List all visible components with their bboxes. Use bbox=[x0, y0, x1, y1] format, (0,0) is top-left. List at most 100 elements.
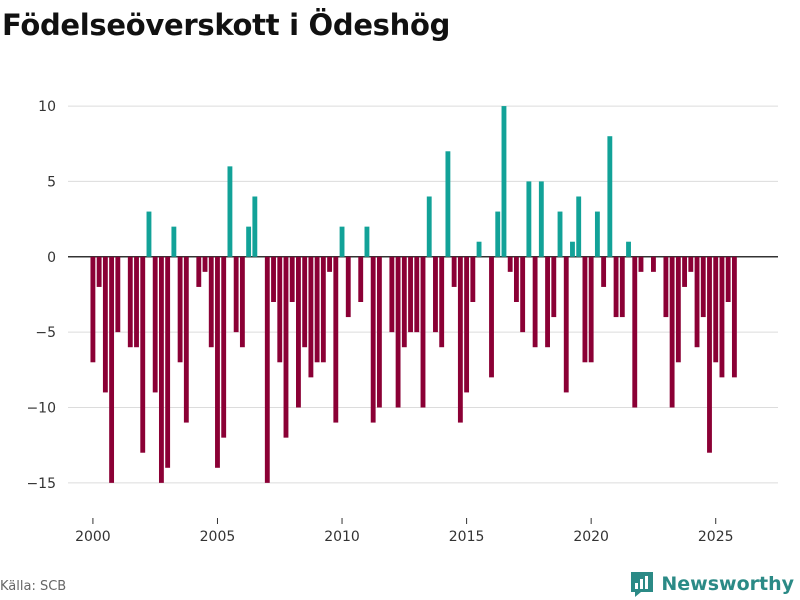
y-tick-label: −15 bbox=[26, 476, 56, 492]
bar bbox=[414, 256, 420, 333]
bar bbox=[202, 256, 208, 272]
bar bbox=[451, 256, 457, 287]
bar bbox=[688, 256, 694, 272]
bar bbox=[196, 256, 202, 287]
bar bbox=[96, 256, 102, 287]
brand-name: Newsworthy bbox=[661, 573, 794, 595]
bar bbox=[439, 256, 445, 348]
bar bbox=[308, 256, 314, 378]
bar bbox=[682, 256, 688, 287]
bar bbox=[134, 256, 139, 348]
bar bbox=[700, 256, 706, 318]
bar bbox=[140, 256, 146, 453]
bar bbox=[563, 256, 569, 393]
bar bbox=[576, 196, 582, 257]
bar bbox=[638, 256, 644, 272]
y-axis-labels: 10 5 0 −5 −10 −15 bbox=[26, 99, 56, 492]
bar bbox=[651, 256, 656, 272]
bar bbox=[208, 256, 214, 348]
bar bbox=[588, 256, 594, 363]
bar bbox=[109, 256, 115, 483]
bar bbox=[277, 256, 283, 363]
source-note: Källa: SCB bbox=[0, 579, 67, 594]
bar bbox=[239, 256, 245, 348]
bar bbox=[90, 256, 96, 363]
bar bbox=[489, 256, 494, 378]
bar bbox=[408, 256, 413, 333]
bar bbox=[594, 211, 600, 257]
x-tick-label: 2010 bbox=[324, 529, 360, 545]
bar bbox=[501, 106, 507, 257]
bar bbox=[545, 256, 550, 348]
bar bbox=[551, 256, 557, 318]
bar bbox=[476, 241, 482, 257]
bar bbox=[165, 256, 171, 468]
y-tick-label: −5 bbox=[35, 325, 56, 341]
newsworthy-logo-icon bbox=[631, 572, 654, 597]
bar bbox=[707, 256, 712, 453]
y-tick-label: −10 bbox=[26, 401, 56, 417]
bar bbox=[626, 241, 631, 257]
y-tick-label: 0 bbox=[47, 250, 56, 266]
bar bbox=[426, 196, 432, 257]
bar bbox=[725, 256, 731, 302]
bars bbox=[90, 106, 737, 483]
x-tick-label: 2025 bbox=[698, 529, 734, 545]
bar bbox=[601, 256, 607, 287]
brand-logo: Newsworthy bbox=[629, 570, 794, 598]
bar bbox=[345, 256, 351, 318]
bar bbox=[570, 241, 575, 257]
bar bbox=[433, 256, 438, 333]
bar bbox=[296, 256, 301, 408]
bar bbox=[582, 256, 588, 363]
bar bbox=[619, 256, 625, 318]
x-tick-label: 2020 bbox=[573, 529, 609, 545]
bar bbox=[607, 136, 613, 257]
bar bbox=[127, 256, 133, 348]
bar bbox=[333, 256, 339, 423]
bar bbox=[339, 226, 345, 257]
bar bbox=[495, 211, 501, 257]
bar bbox=[513, 256, 519, 302]
x-axis: 2000 2005 2010 2015 2020 2025 bbox=[75, 518, 734, 545]
bar bbox=[102, 256, 108, 393]
bar bbox=[532, 256, 538, 348]
bar bbox=[632, 256, 638, 408]
bar bbox=[395, 256, 401, 408]
bar bbox=[538, 181, 544, 257]
bar bbox=[215, 256, 220, 468]
bar bbox=[302, 256, 308, 348]
bar bbox=[719, 256, 725, 378]
x-tick-label: 2005 bbox=[200, 529, 236, 545]
bar bbox=[246, 226, 252, 257]
bar bbox=[470, 256, 476, 302]
bar bbox=[420, 256, 426, 408]
bar bbox=[669, 256, 675, 408]
bar bbox=[370, 256, 376, 423]
bar bbox=[364, 226, 370, 257]
bar bbox=[464, 256, 470, 393]
x-tick-label: 2015 bbox=[449, 529, 485, 545]
y-tick-label: 10 bbox=[38, 99, 56, 115]
bar bbox=[227, 166, 233, 257]
bar bbox=[613, 256, 619, 318]
y-tick-label: 5 bbox=[47, 174, 56, 190]
bar bbox=[314, 256, 320, 363]
bar bbox=[731, 256, 737, 378]
bar bbox=[264, 256, 270, 483]
bar bbox=[289, 256, 295, 302]
bar bbox=[557, 211, 563, 257]
bar bbox=[152, 256, 158, 393]
bar bbox=[445, 151, 451, 257]
bar bbox=[389, 256, 395, 333]
bar bbox=[358, 256, 364, 302]
bar bbox=[675, 256, 681, 363]
bar bbox=[520, 256, 526, 333]
bar bbox=[376, 256, 382, 408]
chart-title: Födelseöverskott i Ödeshög bbox=[2, 8, 451, 42]
bar bbox=[457, 256, 463, 423]
bar bbox=[320, 256, 326, 363]
bar bbox=[233, 256, 239, 333]
bar bbox=[526, 181, 532, 257]
